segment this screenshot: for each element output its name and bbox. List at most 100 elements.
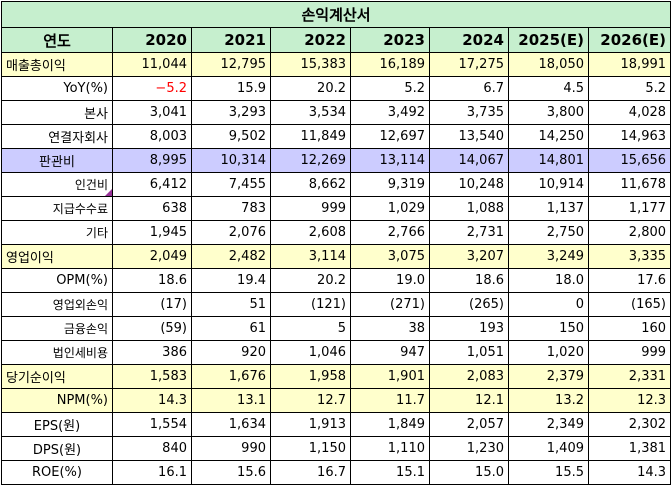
cell: (165) — [587, 292, 672, 317]
cell: 16.1 — [112, 460, 192, 485]
cell: 1,177 — [587, 196, 672, 221]
cell: 15.5 — [508, 460, 589, 485]
row-label: 판관비 — [1, 148, 113, 173]
cell: 2,608 — [270, 220, 351, 245]
cell: 8,003 — [112, 124, 192, 149]
cell: 3,249 — [508, 244, 589, 269]
cell: 3,293 — [191, 100, 271, 125]
cell: 11,678 — [587, 172, 672, 197]
cell: 8,662 — [270, 172, 351, 197]
cell: 10,248 — [429, 172, 509, 197]
cell: 2,731 — [429, 220, 509, 245]
cell: (271) — [350, 292, 430, 317]
table-title: 손익계산서 — [0, 1, 672, 28]
cell: 61 — [191, 316, 271, 341]
cell-negative: −5.2 — [112, 76, 192, 101]
year-2026e: 2026(E) — [587, 27, 672, 53]
cell: 1,913 — [270, 412, 351, 437]
year-2021: 2021 — [191, 27, 271, 53]
row-operating-profit: 영업이익 2,049 2,482 3,114 3,075 3,207 3,249… — [1, 244, 672, 269]
cell: 2,049 — [112, 244, 192, 269]
cell: 990 — [191, 436, 271, 461]
cell: 1,945 — [112, 220, 192, 245]
cell: 18,050 — [508, 52, 589, 77]
cell: 51 — [191, 292, 271, 317]
cell: 193 — [429, 316, 509, 341]
cell: 638 — [112, 196, 192, 221]
cell: 1,088 — [429, 196, 509, 221]
cell: 840 — [112, 436, 192, 461]
cell: 2,076 — [191, 220, 271, 245]
cell: 1,849 — [350, 412, 430, 437]
cell: 15.9 — [191, 76, 271, 101]
cell: 11.7 — [350, 388, 430, 413]
cell: 14,963 — [587, 124, 672, 149]
row-label: 지급수수료 — [1, 196, 113, 221]
cell: (121) — [270, 292, 351, 317]
cell: 4,028 — [587, 100, 672, 125]
cell: 1,583 — [112, 364, 192, 389]
row-headquarters: 본사 3,041 3,293 3,534 3,492 3,735 3,800 4… — [1, 100, 672, 125]
row-opm: OPM(%) 18.6 19.4 20.2 19.0 18.6 18.0 17.… — [1, 268, 672, 293]
year-header-label: 연도 — [1, 27, 113, 53]
cell: 1,901 — [350, 364, 430, 389]
cell: 6,412 — [112, 172, 192, 197]
cell: 1,634 — [191, 412, 271, 437]
cell: 20.2 — [270, 76, 351, 101]
cell: 19.4 — [191, 268, 271, 293]
cell: 3,534 — [270, 100, 351, 125]
row-label: 본사 — [1, 100, 113, 125]
cell: 19.0 — [350, 268, 430, 293]
cell: 13.2 — [508, 388, 589, 413]
cell: 1,110 — [350, 436, 430, 461]
cell: 2,379 — [508, 364, 589, 389]
row-net-income: 당기순이익 1,583 1,676 1,958 1,901 2,083 2,37… — [1, 364, 672, 389]
cell: 15,656 — [587, 148, 672, 173]
cell: 2,083 — [429, 364, 509, 389]
cell: 999 — [587, 340, 672, 365]
row-roe: ROE(%) 16.1 15.6 16.7 15.1 15.0 15.5 14.… — [1, 460, 672, 485]
cell: 14,801 — [508, 148, 589, 173]
cell: 1,137 — [508, 196, 589, 221]
cell: 3,335 — [587, 244, 672, 269]
cell: 9,319 — [350, 172, 430, 197]
cell: 3,075 — [350, 244, 430, 269]
cell: 11,849 — [270, 124, 351, 149]
cell: 783 — [191, 196, 271, 221]
cell: 160 — [587, 316, 672, 341]
row-label: DPS(원) — [1, 436, 113, 461]
row-dps: DPS(원) 840 990 1,150 1,110 1,230 1,409 1… — [1, 436, 672, 461]
cell: 12.1 — [429, 388, 509, 413]
cell: 1,554 — [112, 412, 192, 437]
cell: 16.7 — [270, 460, 351, 485]
cell: 6.7 — [429, 76, 509, 101]
cell: 7,455 — [191, 172, 271, 197]
cell: 1,958 — [270, 364, 351, 389]
cell: 2,750 — [508, 220, 589, 245]
cell: 18.6 — [429, 268, 509, 293]
cell: 14.3 — [587, 460, 672, 485]
cell: 150 — [508, 316, 589, 341]
row-label: 연결자회사 — [1, 124, 113, 149]
year-2020: 2020 — [112, 27, 192, 53]
cell: 13.1 — [191, 388, 271, 413]
row-label: 법인세비용 — [1, 340, 113, 365]
cell: 0 — [508, 292, 589, 317]
cell: 18.6 — [112, 268, 192, 293]
cell: 14,067 — [429, 148, 509, 173]
row-label: OPM(%) — [1, 268, 113, 293]
cell: 9,502 — [191, 124, 271, 149]
cell: 14,250 — [508, 124, 589, 149]
cell: 12,697 — [350, 124, 430, 149]
cell: 38 — [350, 316, 430, 341]
cell: 16,189 — [350, 52, 430, 77]
row-gross-profit: 매출총이익 11,044 12,795 15,383 16,189 17,275… — [1, 52, 672, 77]
cell: 4.5 — [508, 76, 589, 101]
cell: 2,349 — [508, 412, 589, 437]
row-label: EPS(원) — [1, 412, 113, 437]
row-label: 기타 — [1, 220, 113, 245]
cell: 1,051 — [429, 340, 509, 365]
cell: 2,302 — [587, 412, 672, 437]
